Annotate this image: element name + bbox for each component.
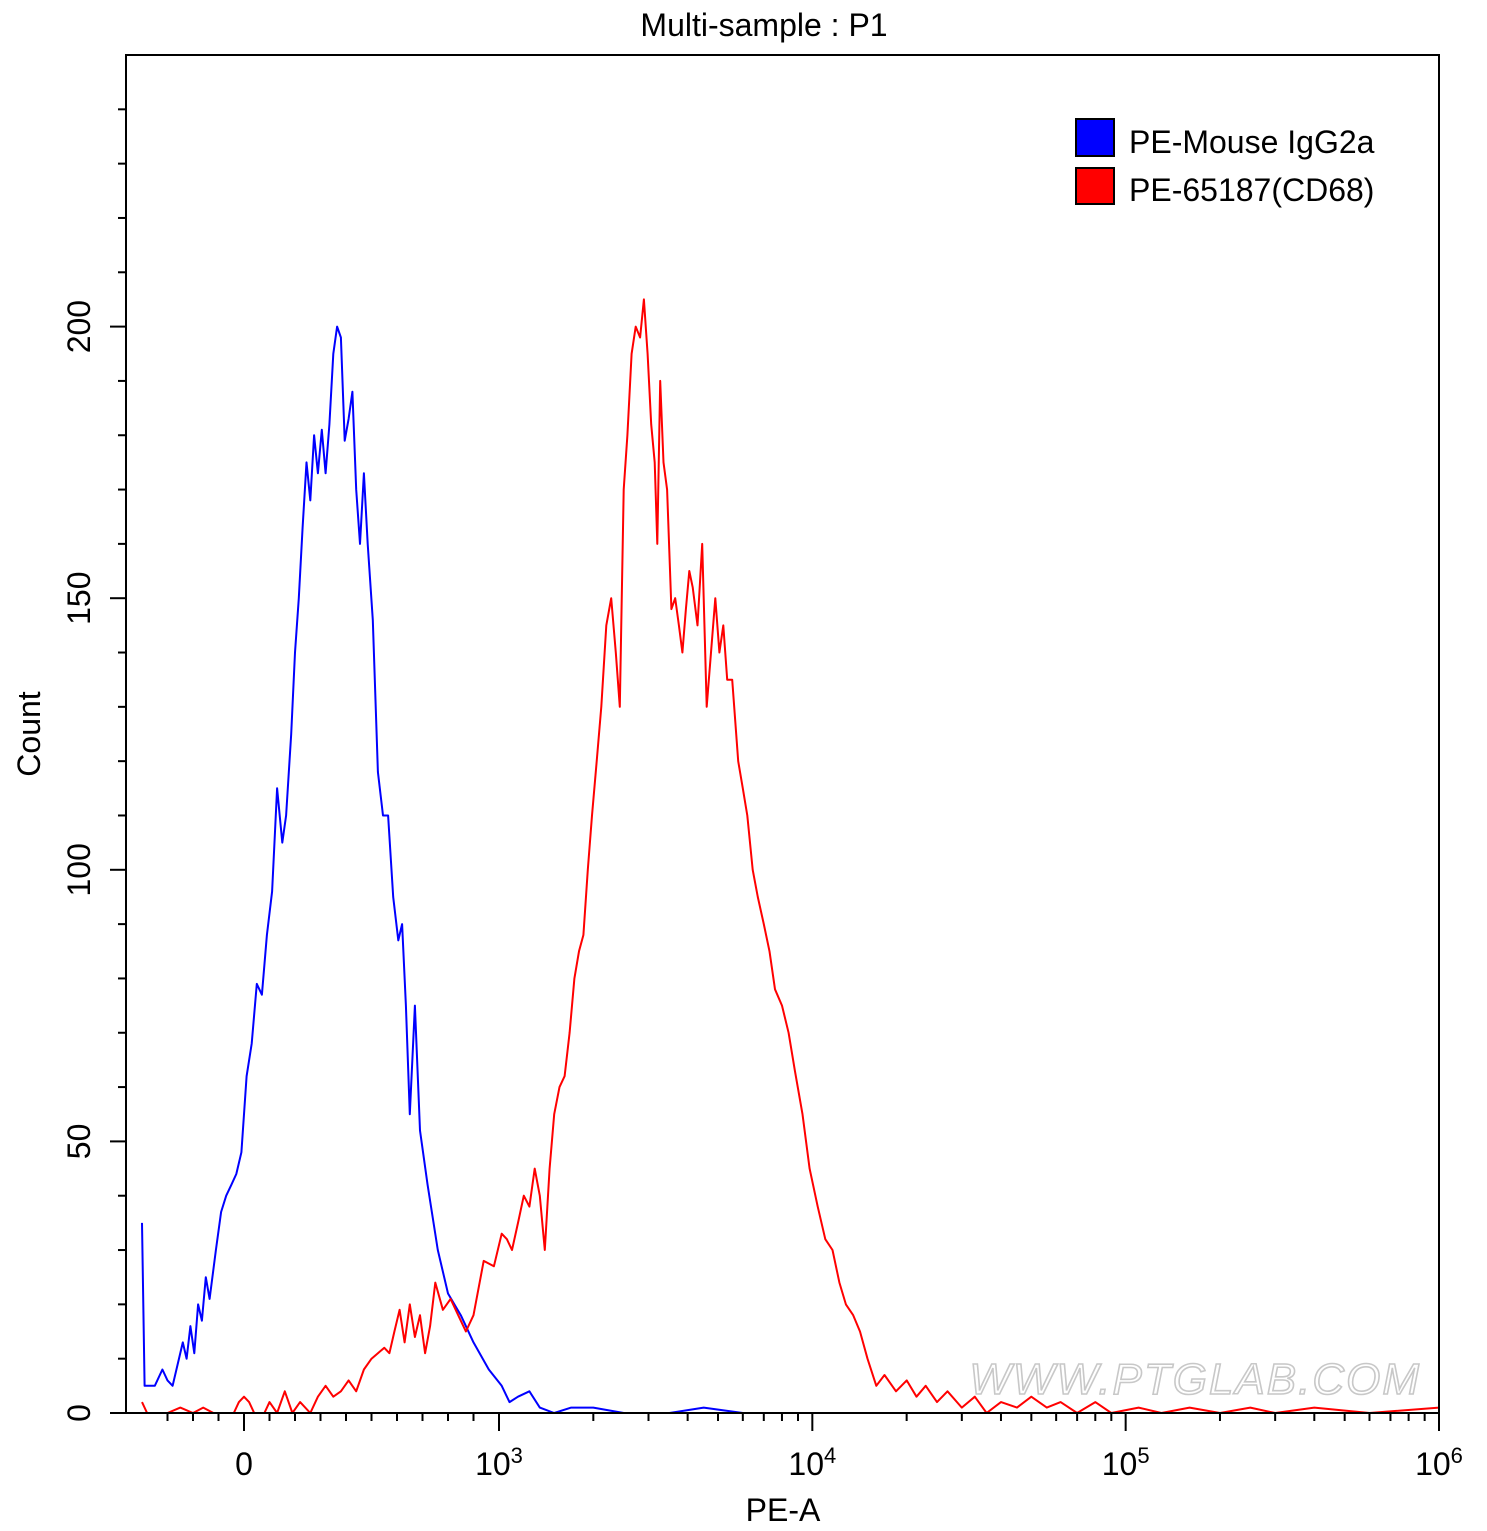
legend: PE-Mouse IgG2a PE-65187(CD68) [1075, 118, 1375, 208]
legend-label-cd68: PE-65187(CD68) [1129, 172, 1374, 208]
legend-swatch-mouse-igg2a [1075, 118, 1115, 157]
series-layer [141, 298, 1439, 1413]
y-tick-label: 150 [61, 572, 97, 625]
series-line-1 [141, 298, 1439, 1413]
y-tick-label: 200 [61, 300, 97, 353]
x-tick-label: 103 [475, 1443, 523, 1482]
legend-swatch-cd68 [1075, 167, 1115, 205]
x-tick-label: 0 [235, 1446, 253, 1482]
y-tick-label: 100 [61, 843, 97, 896]
series-line-0 [141, 325, 743, 1413]
x-axis-ticks: 0 103 104 105 106 [166, 1413, 1463, 1482]
x-tick-label: 105 [1102, 1443, 1150, 1482]
watermark: WWW.PTGLAB.COM [969, 1355, 1421, 1404]
legend-label-mouse-igg2a: PE-Mouse IgG2a [1129, 124, 1375, 160]
plot-frame [125, 54, 1440, 1414]
x-tick-label: 104 [788, 1443, 836, 1482]
x-axis-label: PE-A [746, 1492, 821, 1528]
y-tick-label: 50 [61, 1124, 97, 1160]
y-tick-label: 0 [61, 1404, 97, 1422]
chart-title: Multi-sample : P1 [640, 7, 887, 43]
x-tick-label: 106 [1415, 1443, 1463, 1482]
y-axis-label: Count [11, 691, 47, 777]
y-axis-ticks: 0 50 100 150 200 [61, 108, 126, 1422]
